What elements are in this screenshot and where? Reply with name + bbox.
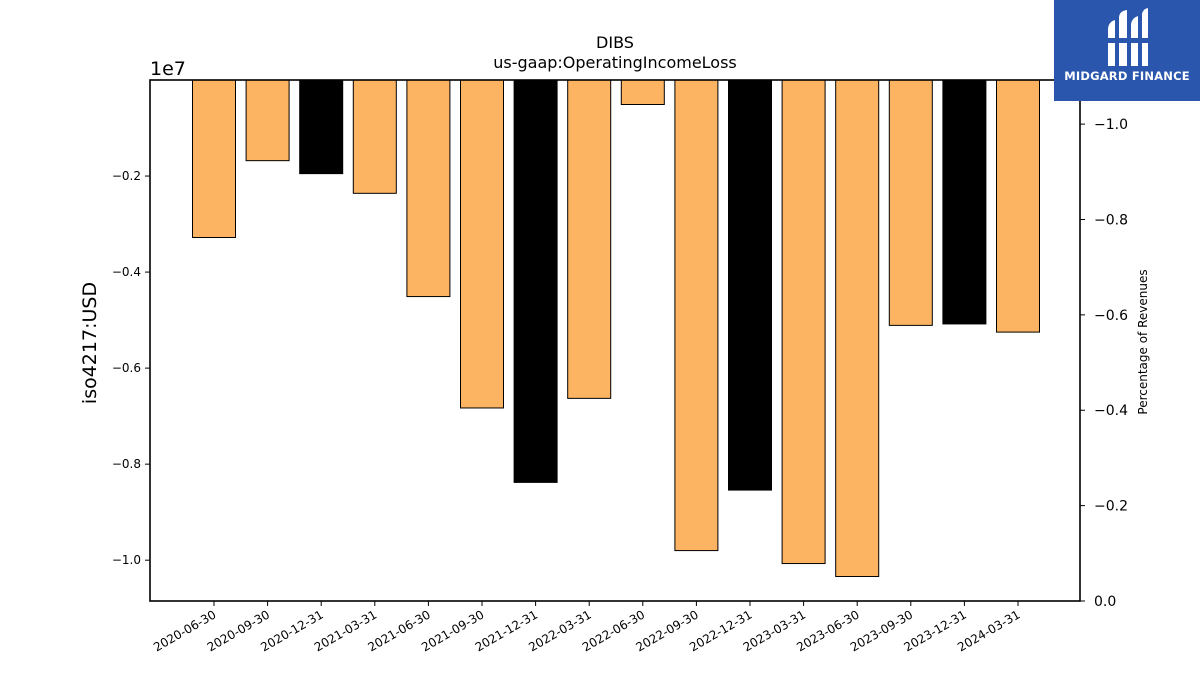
y2-tick-label: −0.6 [1094, 308, 1128, 324]
plot-frame [149, 79, 1081, 602]
bar-2020-12-31 [299, 79, 344, 175]
bar-2021-03-31 [352, 79, 397, 194]
bar-2023-12-31 [942, 79, 987, 325]
bar-2020-09-30 [245, 79, 290, 162]
y2-tick-label: 0.0 [1094, 594, 1116, 610]
bar-2023-09-30 [888, 79, 933, 326]
y-tick-label: −0.2 [112, 169, 141, 183]
y2-axis-label: Percentage of Revenues [1136, 269, 1150, 414]
y2-tick-label: −1.0 [1094, 117, 1128, 133]
bar-2022-09-30 [674, 79, 719, 552]
bar-2021-12-31 [513, 79, 558, 483]
y2-tick-label: −0.2 [1094, 499, 1128, 515]
bar-2024-03-31 [996, 79, 1040, 333]
bar-2021-06-30 [406, 79, 451, 298]
y-tick-label: −0.4 [112, 265, 141, 279]
y-offset-label: 1e7 [150, 58, 186, 80]
logo-text: MIDGARD FINANCE [1064, 69, 1190, 83]
bar-2021-09-30 [460, 79, 504, 409]
bar-2020-06-30 [192, 79, 236, 239]
bar-2023-03-31 [781, 79, 826, 565]
bar-2023-06-30 [835, 79, 880, 578]
y-axis-label: iso4217:USD [79, 282, 101, 404]
chart-title: DIBS [596, 33, 634, 52]
y-tick-label: −0.6 [112, 361, 141, 375]
y-tick-label: −0.8 [112, 457, 141, 471]
bar-2022-03-31 [567, 79, 612, 399]
chart-subtitle: us-gaap:OperatingIncomeLoss [493, 53, 737, 72]
midgard-logo-icon [1106, 8, 1150, 66]
y2-tick-label: −0.8 [1094, 212, 1128, 228]
bar-2022-06-30 [620, 79, 665, 105]
y-tick-label: −1.0 [112, 553, 141, 567]
bar-2022-12-31 [728, 79, 772, 491]
y2-tick-label: −0.4 [1094, 403, 1128, 419]
midgard-logo: MIDGARD FINANCE [1054, 0, 1200, 101]
